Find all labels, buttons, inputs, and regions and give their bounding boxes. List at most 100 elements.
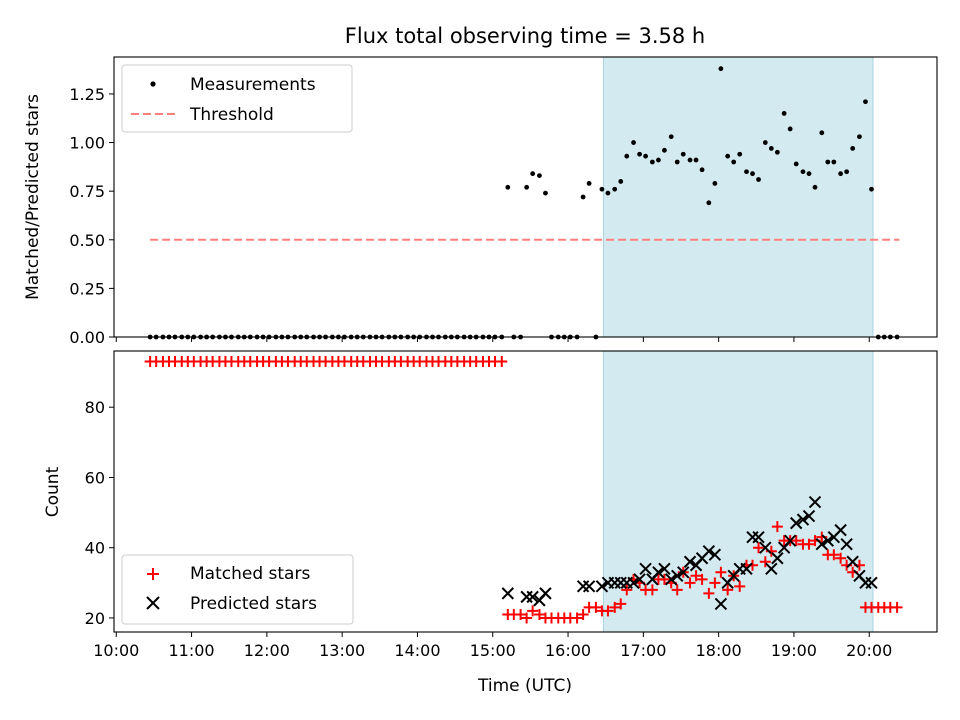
bottom-y-axis-label: Count <box>43 466 63 517</box>
measurements-point <box>530 171 536 177</box>
predicted-stars-point <box>639 562 652 575</box>
x-tick-label: 15:00 <box>470 641 516 660</box>
top-plot-area <box>147 66 900 340</box>
measurements-point <box>869 186 874 192</box>
matched-stars-point <box>615 598 627 610</box>
bottom-legend: Matched stars Predicted stars <box>121 554 354 625</box>
x-tick-label: 12:00 <box>244 641 290 660</box>
measurements-point <box>731 159 737 165</box>
chart-title: Flux total observing time = 3.58 h <box>345 24 705 48</box>
measurements-point <box>655 157 661 163</box>
matched-stars-point <box>671 584 683 596</box>
measurements-point <box>543 190 548 196</box>
measurements-point <box>819 130 825 136</box>
matched-stars-point <box>658 573 670 585</box>
predicted-stars-point <box>714 597 728 611</box>
measurements-point <box>756 177 761 182</box>
predicted-stars-point <box>664 573 678 586</box>
legend-matched-label: Matched stars <box>190 564 310 584</box>
matched-stars-point <box>891 601 903 613</box>
matched-stars-point <box>771 521 783 533</box>
predicted-stars-point <box>652 566 665 579</box>
measurements-point <box>844 169 850 175</box>
measurements-point <box>699 167 705 173</box>
measurements-point <box>838 171 844 177</box>
predicted-stars-point <box>815 537 829 551</box>
measurements-point <box>800 169 806 175</box>
measurements-point <box>857 134 862 140</box>
x-tick-label: 19:00 <box>771 641 817 660</box>
measurements-point <box>687 157 693 163</box>
top-y-tick-label: 1.25 <box>69 85 105 104</box>
measurements-point <box>850 145 856 151</box>
top-axes-frame <box>113 56 938 338</box>
measurements-point <box>624 153 630 159</box>
measurements-point <box>787 126 793 132</box>
predicted-stars-point <box>846 555 859 568</box>
matched-stars-point <box>835 552 847 564</box>
predicted-stars-point <box>702 545 716 558</box>
matched-stars-point <box>602 605 614 617</box>
predicted-stars-point <box>752 530 765 544</box>
measurements-point <box>524 184 530 190</box>
predicted-stars-point <box>802 509 816 523</box>
matched-stars-point <box>496 356 508 368</box>
matched-stars-point <box>803 538 815 550</box>
measurements-point <box>618 179 624 184</box>
matched-stars-point <box>690 570 702 582</box>
bottom-y-tick-label: 40 <box>85 539 105 558</box>
predicted-stars-point <box>865 576 878 590</box>
matched-stars-point <box>722 584 734 596</box>
legend-measurements-marker <box>150 81 156 87</box>
measurements-point <box>505 184 511 190</box>
predicted-stars-point <box>808 495 822 509</box>
predicted-stars-point <box>582 580 596 593</box>
measurements-point <box>768 145 774 151</box>
measurements-point <box>662 147 667 153</box>
measurements-point <box>806 171 812 177</box>
legend-measurements-label: Measurements <box>190 75 316 95</box>
top-y-tick-label: 0.50 <box>69 231 105 250</box>
measurements-point <box>668 134 674 140</box>
predicted-stars-point <box>526 590 539 604</box>
top-panel: 0.00 0.25 0.50 0.75 1.00 1.25 Matched/Predict… <box>23 56 938 347</box>
legend-predicted-label: Predicted stars <box>190 594 317 614</box>
matched-stars-point <box>577 608 589 620</box>
measurements-point <box>774 149 780 155</box>
matched-stars-point <box>790 535 802 547</box>
predicted-stars-point <box>576 580 590 593</box>
predicted-stars-point <box>683 555 697 568</box>
measurements-point <box>706 200 712 206</box>
top-shaded-interval <box>602 56 874 338</box>
predicted-stars-point <box>840 537 853 551</box>
matched-stars-point <box>527 605 539 617</box>
measurements-point <box>605 190 611 196</box>
legend-threshold-label: Threshold <box>189 105 274 125</box>
x-tick-label: 14:00 <box>394 641 440 660</box>
predicted-stars-point <box>595 580 609 593</box>
predicted-stars-point <box>627 576 640 590</box>
measurements-point <box>599 186 605 192</box>
matched-stars-point <box>709 577 721 589</box>
bottom-plot-area <box>144 356 903 624</box>
x-tick-label: 13:00 <box>319 641 365 660</box>
legend-matched-marker <box>147 568 159 580</box>
predicted-stars-point <box>501 587 515 600</box>
matched-stars-point <box>753 542 765 554</box>
measurements-point <box>693 157 699 163</box>
predicted-stars-point <box>789 516 803 530</box>
bottom-y-tick-label: 60 <box>85 468 105 487</box>
predicted-stars-point <box>633 573 646 586</box>
predicted-stars-point <box>539 587 552 600</box>
measurements-point <box>586 180 592 186</box>
predicted-stars-point <box>771 552 784 565</box>
top-y-axis-label: Matched/Predicted stars <box>23 94 43 300</box>
x-tick-label: 16:00 <box>545 641 591 660</box>
matched-stars-point <box>533 608 545 620</box>
measurements-point <box>612 186 618 192</box>
x-axis-label: Time (UTC) <box>477 676 572 696</box>
top-y-ticks: 0.00 0.25 0.50 0.75 1.00 1.25 <box>69 85 114 347</box>
x-tick-label: 20:00 <box>846 641 892 660</box>
predicted-stars-point <box>765 562 778 575</box>
